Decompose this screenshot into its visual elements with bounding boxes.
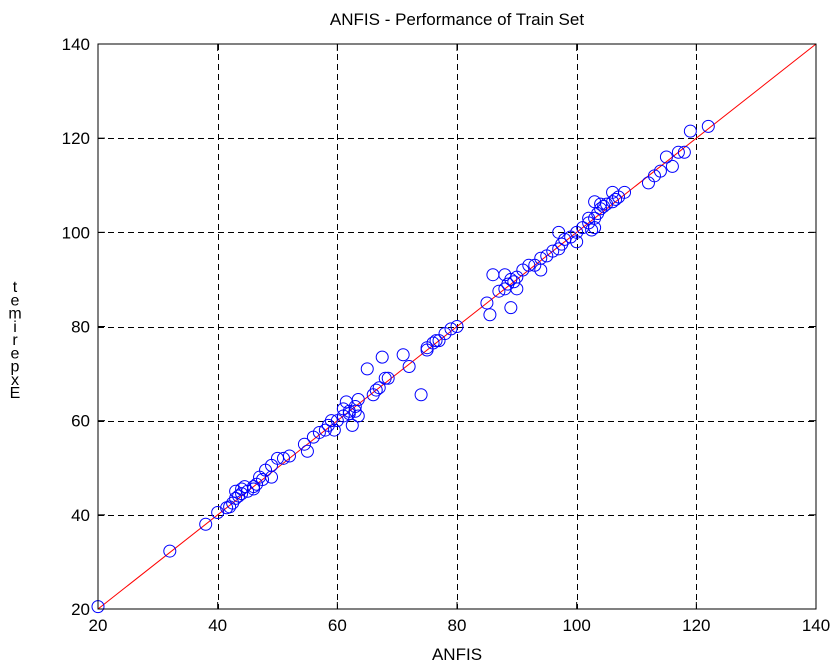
data-point — [444, 322, 458, 336]
y-tick-labels: 20 40 60 80 100 120 140 — [62, 35, 90, 619]
data-point — [396, 348, 410, 362]
x-tick-label: 140 — [802, 616, 830, 635]
data-point — [276, 451, 290, 465]
x-tick-label: 60 — [328, 616, 347, 635]
data-point — [534, 251, 548, 265]
data-point — [522, 258, 536, 272]
data-point — [163, 544, 177, 558]
y-tick-label: 80 — [71, 318, 90, 337]
x-tick-label: 20 — [89, 616, 108, 635]
data-point — [570, 235, 584, 249]
x-axis-label: ANFIS — [432, 645, 482, 664]
y-axis-label-letter: x — [11, 372, 19, 389]
y-axis-label-letter: e — [11, 292, 20, 309]
y-tick-label: 120 — [62, 129, 90, 148]
data-point — [504, 272, 518, 286]
data-point — [351, 392, 365, 406]
data-point — [345, 418, 359, 432]
data-point — [369, 383, 383, 397]
data-point — [327, 423, 341, 437]
data-point — [677, 145, 691, 159]
data-point — [348, 400, 362, 414]
data-point — [683, 124, 697, 138]
x-tick-label: 120 — [682, 616, 710, 635]
y-axis-label-letter: p — [11, 359, 20, 376]
data-point — [609, 192, 623, 206]
data-point — [450, 320, 464, 333]
data-point — [426, 336, 440, 350]
data-point — [585, 223, 599, 237]
y-axis-label-letter: r — [12, 332, 18, 349]
data-point — [375, 350, 389, 364]
data-point — [312, 425, 326, 439]
data-point — [665, 159, 679, 173]
y-tick-label: 60 — [71, 412, 90, 431]
x-tick-labels: 20 40 60 80 100 120 140 — [89, 616, 831, 635]
y-tick-label: 100 — [62, 223, 90, 242]
data-point — [297, 437, 311, 451]
data-point — [372, 381, 386, 395]
data-point — [659, 150, 673, 164]
data-point — [429, 334, 443, 348]
data-point — [324, 414, 338, 428]
data-point — [618, 185, 632, 199]
data-points — [91, 119, 715, 614]
data-point — [351, 409, 365, 423]
data-point — [360, 362, 374, 376]
data-point — [256, 473, 270, 487]
data-point — [671, 145, 685, 159]
data-point — [300, 444, 314, 458]
y-tick-label: 20 — [71, 600, 90, 619]
data-point — [588, 221, 602, 235]
data-point — [414, 388, 428, 402]
data-point — [504, 301, 518, 315]
x-tick-label: 100 — [562, 616, 590, 635]
y-tick-label: 40 — [71, 506, 90, 525]
chart-title: ANFIS - Performance of Train Set — [330, 10, 584, 29]
y-axis-label-letter: m — [8, 306, 21, 323]
data-point — [480, 296, 494, 310]
data-point — [235, 487, 249, 501]
y-axis-label-letter: e — [11, 345, 20, 362]
data-point — [378, 371, 392, 385]
y-tick-label: 140 — [62, 35, 90, 54]
x-tick-label: 40 — [208, 616, 227, 635]
data-point — [653, 164, 667, 178]
y-axis-label-letter: t — [13, 279, 18, 296]
data-point — [546, 244, 560, 258]
data-point — [282, 449, 296, 463]
data-point — [483, 308, 497, 322]
data-point — [381, 371, 395, 385]
data-point — [492, 284, 506, 298]
x-tick-label: 80 — [448, 616, 467, 635]
y-axis-label-letter: i — [13, 319, 17, 336]
data-point — [199, 517, 213, 531]
data-point — [701, 119, 715, 133]
y-axis-label-letter: E — [10, 385, 21, 402]
data-point — [402, 360, 416, 374]
tick-marks — [97, 43, 817, 610]
